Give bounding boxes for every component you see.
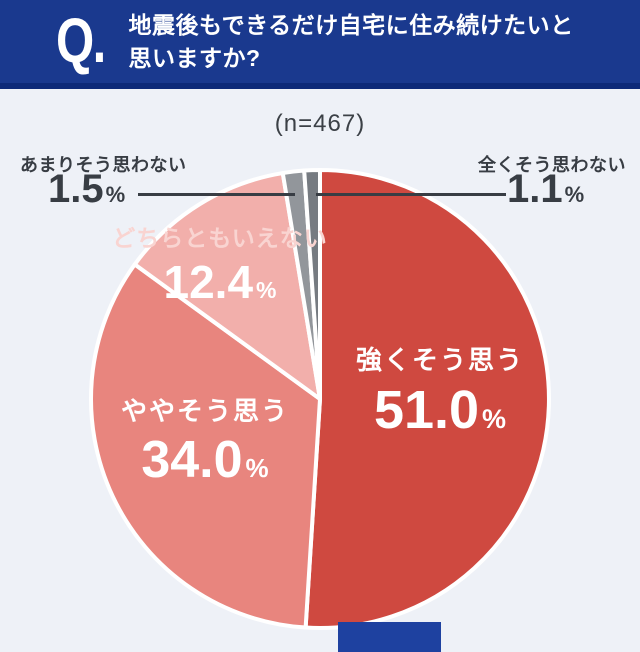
- slice-value-strongly-agree: 51.0: [373, 380, 480, 440]
- slice-category-somewhat-agree: ややそう思う: [120, 396, 289, 426]
- percent-sign: %: [105, 182, 126, 207]
- leader-line-right: [316, 193, 506, 196]
- pie-slice-2: [132, 171, 322, 401]
- slice-value-somewhat-agree: 34.0: [141, 431, 243, 489]
- footer-box: [338, 622, 441, 652]
- question-line-1: 地震後もできるだけ自宅に住み続けたいと: [128, 11, 574, 38]
- sample-size: (n=467): [274, 110, 366, 137]
- question-text: 地震後もできるだけ自宅に住み続けたいと 思いますか?: [129, 9, 574, 75]
- slice-label-neutral: どちらともいえない 12.4%: [98, 219, 342, 305]
- slice-value-neutral: 12.4: [163, 256, 254, 308]
- question-header: Q. 地震後もできるだけ自宅に住み続けたいと 思いますか?: [0, 0, 640, 89]
- callout-value-somewhat-disagree: 1.5%: [48, 169, 125, 209]
- callout-label-strongly-disagree: 全くそう思わない: [478, 155, 626, 175]
- percent-sign: %: [482, 404, 507, 434]
- leader-line-left: [138, 193, 295, 196]
- slice-category-neutral: どちらともいえない: [112, 225, 328, 251]
- percent-sign: %: [245, 453, 269, 483]
- slice-label-somewhat-agree: ややそう思う 34.0%: [103, 391, 307, 486]
- callout-number-strongly-disagree: 1.1: [507, 167, 563, 211]
- slice-category-strongly-agree: 強くそう思う: [355, 345, 524, 375]
- callout-number-somewhat-disagree: 1.5: [48, 167, 104, 211]
- callout-value-strongly-disagree: 1.1%: [507, 169, 584, 209]
- q-mark: Q.: [56, 6, 106, 76]
- pie-slice-4: [302, 168, 322, 401]
- callout-label-somewhat-disagree: あまりそう思わない: [20, 155, 187, 175]
- slice-label-strongly-agree: 強くそう思う 51.0%: [340, 340, 540, 437]
- percent-sign: %: [256, 277, 277, 303]
- percent-sign: %: [564, 182, 585, 207]
- question-line-2: 思いますか?: [128, 44, 261, 71]
- pie-slice-1: [89, 262, 322, 630]
